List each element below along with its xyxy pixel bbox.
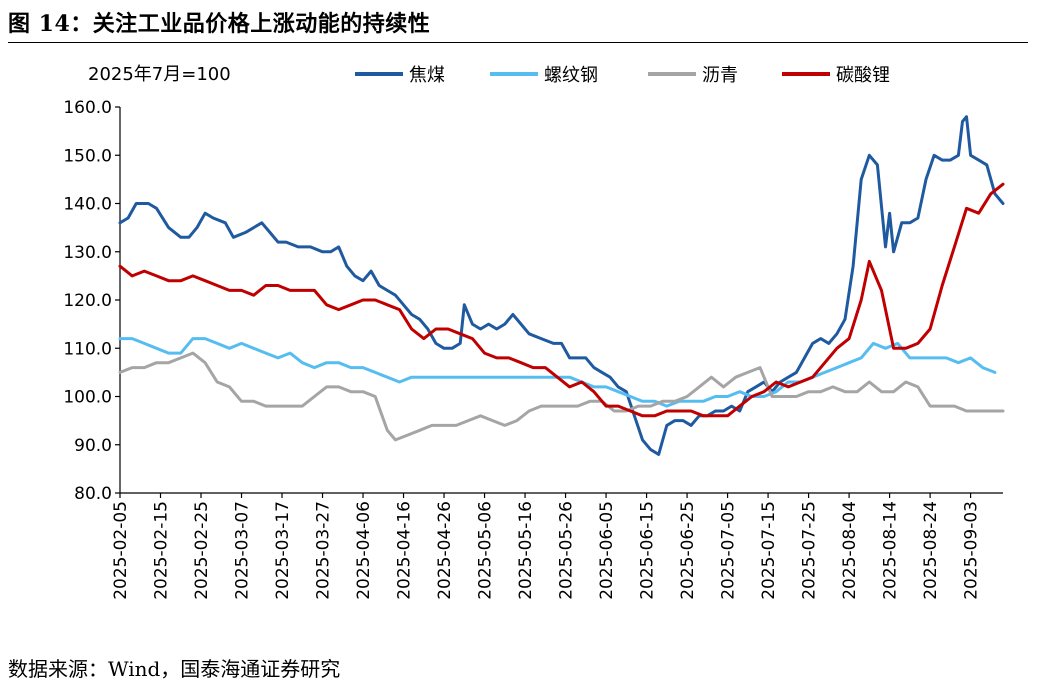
series-line-沥青: [118, 351, 1005, 442]
x-tick-label: 2025-06-15: [638, 501, 658, 600]
y-tick-label: 110.0: [63, 339, 112, 359]
series-line-碳酸锂: [118, 182, 1005, 418]
x-tick-label: 2025-05-16: [516, 501, 536, 600]
x-tick-label: 2025-03-17: [273, 501, 293, 600]
page-title: 图 14：关注工业品价格上涨动能的持续性: [8, 11, 431, 37]
unit-note: 2025年7月=100: [88, 64, 231, 85]
x-tick-label: 2025-06-25: [678, 501, 698, 600]
y-tick-label: 90.0: [74, 436, 112, 456]
y-tick-label: 150.0: [63, 146, 112, 166]
title-divider: [8, 42, 1028, 43]
x-tick-label: 2025-05-26: [557, 501, 577, 600]
series-line-螺纹钢: [118, 337, 997, 408]
x-tick-label: 2025-08-04: [840, 501, 860, 600]
x-tick-label: 2025-07-05: [719, 501, 739, 600]
y-tick-label: 130.0: [63, 243, 112, 263]
x-tick-label: 2025-03-07: [233, 501, 253, 600]
x-tick-label: 2025-04-16: [395, 501, 415, 600]
x-tick-label: 2025-08-14: [881, 501, 901, 600]
x-axis: 2025-02-05 2025-02-15 2025-02-25 2025-03-07…: [111, 492, 1003, 600]
y-axis: 80.0 90.0 100.0 110.0 120.0 130.0 140.0 150.0 16…: [63, 98, 121, 504]
x-tick-label: 2025-07-25: [800, 501, 820, 600]
x-tick-label: 2025-05-06: [476, 501, 496, 600]
y-tick-label: 80.0: [74, 484, 112, 504]
legend-label: 碳酸锂: [836, 65, 890, 86]
x-tick-label: 2025-06-05: [597, 501, 617, 600]
x-tick-label: 2025-09-03: [962, 501, 982, 600]
x-tick-label: 2025-04-26: [435, 501, 455, 600]
series-line-焦煤: [118, 115, 1005, 456]
line-chart: 2025年7月=100 焦煤 螺纹钢 沥青 碳酸锂 80.0 90.0 100.0 110.…: [63, 64, 1005, 600]
legend-label: 焦煤: [409, 65, 445, 86]
series-lines: [118, 115, 1005, 456]
x-tick-label: 2025-08-24: [921, 501, 941, 600]
y-tick-label: 120.0: [63, 291, 112, 311]
x-tick-label: 2025-02-25: [192, 501, 212, 600]
y-tick-label: 140.0: [63, 195, 112, 215]
y-tick-label: 100.0: [63, 388, 112, 408]
x-tick-label: 2025-02-15: [152, 501, 172, 600]
x-tick-label: 2025-04-06: [354, 501, 374, 600]
legend: 焦煤 螺纹钢 沥青 碳酸锂: [355, 65, 890, 86]
y-tick-label: 160.0: [63, 98, 112, 118]
legend-label: 螺纹钢: [544, 65, 598, 86]
x-tick-label: 2025-03-27: [314, 501, 334, 600]
x-tick-label: 2025-02-05: [111, 501, 131, 600]
source-note: 数据来源：Wind，国泰海通证券研究: [8, 657, 341, 681]
legend-label: 沥青: [702, 65, 738, 86]
x-tick-label: 2025-07-15: [759, 501, 779, 600]
